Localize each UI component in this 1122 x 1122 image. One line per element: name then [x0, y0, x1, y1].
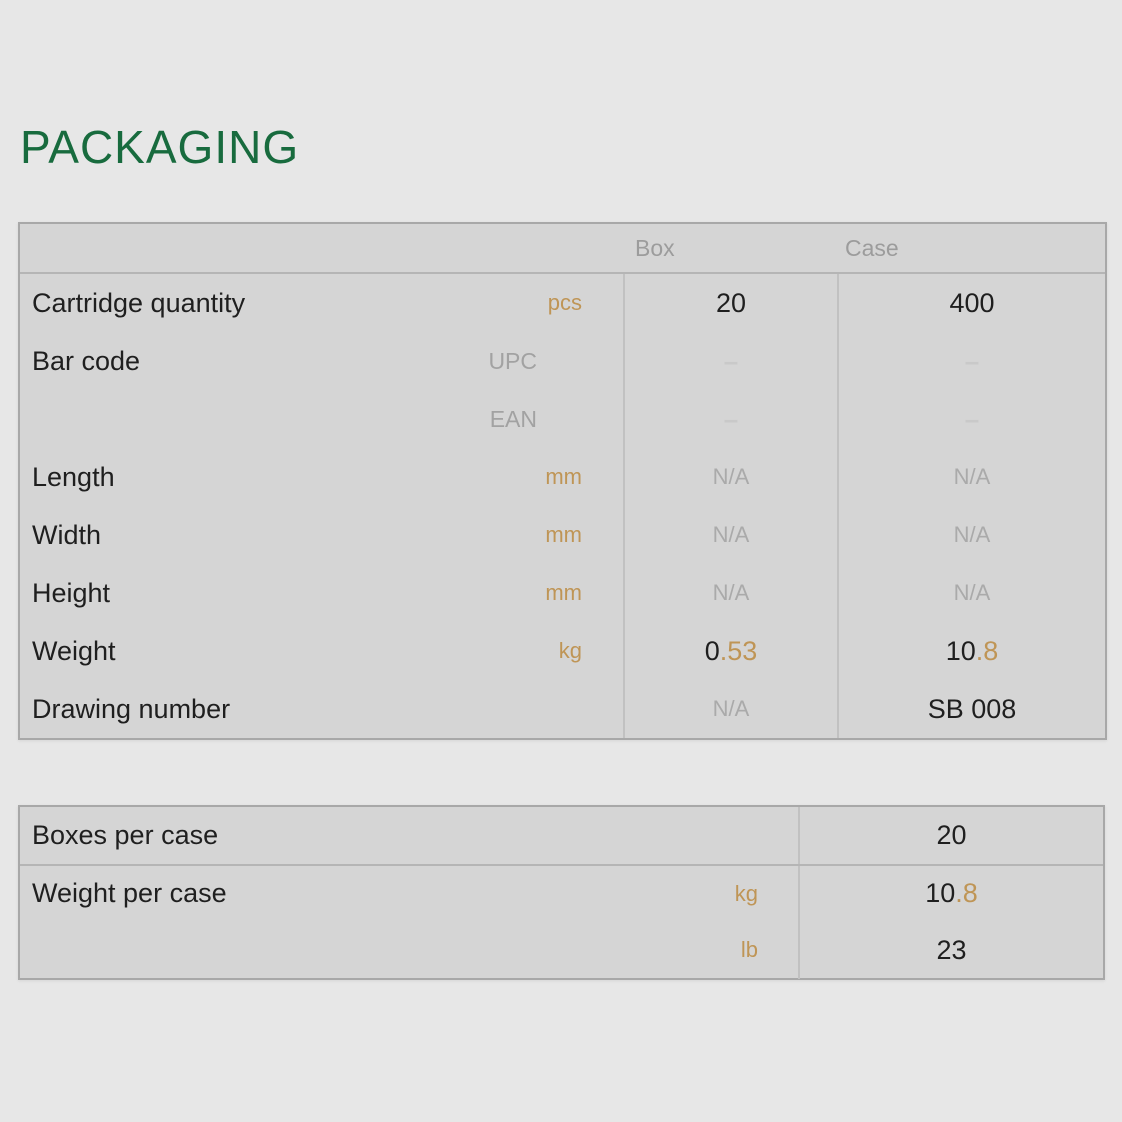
box-value-cell: N/A: [623, 680, 837, 738]
table-row: Weight per case kg lb 10.8 23: [20, 863, 1103, 979]
packaging-table-header: Box Case: [20, 224, 1105, 274]
table-row: Height mm N/A N/A: [20, 564, 1105, 622]
column-header-box: Box: [635, 234, 675, 261]
row-unit: EAN: [489, 405, 537, 432]
case-value-cell: SB 008: [837, 680, 1105, 738]
case-value-cell: 10.8: [837, 622, 1105, 680]
row-label: Bar code: [32, 345, 141, 376]
box-value: 20: [715, 287, 747, 318]
row-unit: pcs: [547, 290, 582, 315]
row-unit: kg: [558, 638, 582, 663]
row-label-cell: EAN: [20, 390, 623, 448]
box-value-cell: N/A: [623, 506, 837, 564]
table-row: Bar code UPC – –: [20, 332, 1105, 390]
row-label: Width: [32, 519, 102, 550]
value-line: 20: [800, 807, 1103, 864]
case-value: 400: [949, 287, 995, 318]
packaging-table: Box Case Cartridge quantity pcs 20 400 Bar c…: [18, 222, 1107, 740]
case-value: –: [964, 346, 980, 376]
case-value: –: [964, 404, 980, 434]
case-value: .8: [975, 635, 999, 666]
table-row: EAN – –: [20, 390, 1105, 448]
row-unit: mm: [545, 522, 582, 547]
row-label-cell: Cartridge quantity pcs: [20, 274, 623, 332]
row-label-cell: Weight per case kg lb: [20, 866, 798, 979]
box-value: –: [723, 404, 739, 434]
row-label: Drawing number: [32, 693, 231, 724]
row-unit: kg: [734, 880, 758, 906]
case-value: N/A: [953, 580, 991, 605]
table-row: Weight kg 0.53 10.8: [20, 622, 1105, 680]
label-line: Weight per case kg: [20, 866, 798, 923]
case-value-cell: N/A: [837, 448, 1105, 506]
packaging-table-body: Cartridge quantity pcs 20 400 Bar code UPC – – E…: [20, 274, 1105, 738]
box-value: N/A: [712, 580, 750, 605]
row-label-cell: Height mm: [20, 564, 623, 622]
row-label-cell: Weight kg: [20, 622, 623, 680]
case-value-cell: N/A: [837, 506, 1105, 564]
box-value-cell: 0.53: [623, 622, 837, 680]
row-label-cell: Bar code UPC: [20, 332, 623, 390]
row-label-cell: Boxes per case: [20, 807, 798, 864]
box-value-cell: 20: [623, 274, 837, 332]
page-title: PACKAGING: [20, 121, 300, 173]
case-value: N/A: [953, 522, 991, 547]
case-value-cell: N/A: [837, 564, 1105, 622]
box-value: N/A: [712, 464, 750, 489]
box-value-cell: N/A: [623, 564, 837, 622]
row-unit: UPC: [488, 347, 537, 374]
value-line: 10.8: [800, 866, 1103, 923]
table-row: Cartridge quantity pcs 20 400: [20, 274, 1105, 332]
box-value-cell: –: [623, 332, 837, 390]
case-value-cell: 10.8 23: [798, 865, 1103, 979]
case-value-cell: –: [837, 390, 1105, 448]
box-value-cell: –: [623, 390, 837, 448]
case-value-cell: –: [837, 332, 1105, 390]
box-value: 0: [704, 635, 720, 666]
label-line: Boxes per case: [20, 807, 798, 864]
case-value-cell: 20: [798, 807, 1103, 864]
box-value: N/A: [712, 522, 750, 547]
row-label-cell: Length mm: [20, 448, 623, 506]
row-label: Height: [32, 577, 111, 608]
row-label: Weight: [32, 635, 116, 666]
case-value: 10: [945, 635, 976, 666]
box-value: –: [723, 346, 739, 376]
box-value: .53: [719, 635, 758, 666]
row-unit: mm: [545, 464, 582, 489]
label-line: lb: [20, 922, 798, 979]
table-row: Drawing number N/A SB 008: [20, 680, 1105, 738]
case-value: N/A: [953, 464, 991, 489]
per-case-table: Boxes per case 20 Weight per case kg lb 10.8 2…: [18, 805, 1105, 980]
table-row: Width mm N/A N/A: [20, 506, 1105, 564]
row-unit: lb: [740, 937, 758, 963]
value-line: 23: [800, 922, 1103, 979]
row-label-cell: Drawing number: [20, 680, 623, 738]
case-value: .8: [955, 878, 978, 909]
case-value: 23: [936, 934, 967, 965]
case-value-cell: 400: [837, 274, 1105, 332]
box-value: N/A: [712, 696, 750, 721]
row-unit: mm: [545, 580, 582, 605]
row-label: Cartridge quantity: [32, 287, 246, 318]
case-value: 20: [936, 819, 967, 850]
row-label-cell: Width mm: [20, 506, 623, 564]
row-label: Boxes per case: [32, 819, 219, 850]
row-label: Weight per case: [32, 878, 227, 909]
table-row: Boxes per case 20: [20, 807, 1103, 864]
column-header-case: Case: [845, 234, 899, 261]
per-case-table-body: Boxes per case 20 Weight per case kg lb 10.8 2…: [20, 807, 1103, 979]
box-value-cell: N/A: [623, 448, 837, 506]
row-label: Length: [32, 461, 115, 492]
case-value: 10: [925, 878, 956, 909]
table-row: Length mm N/A N/A: [20, 448, 1105, 506]
case-value: SB 008: [927, 693, 1017, 724]
